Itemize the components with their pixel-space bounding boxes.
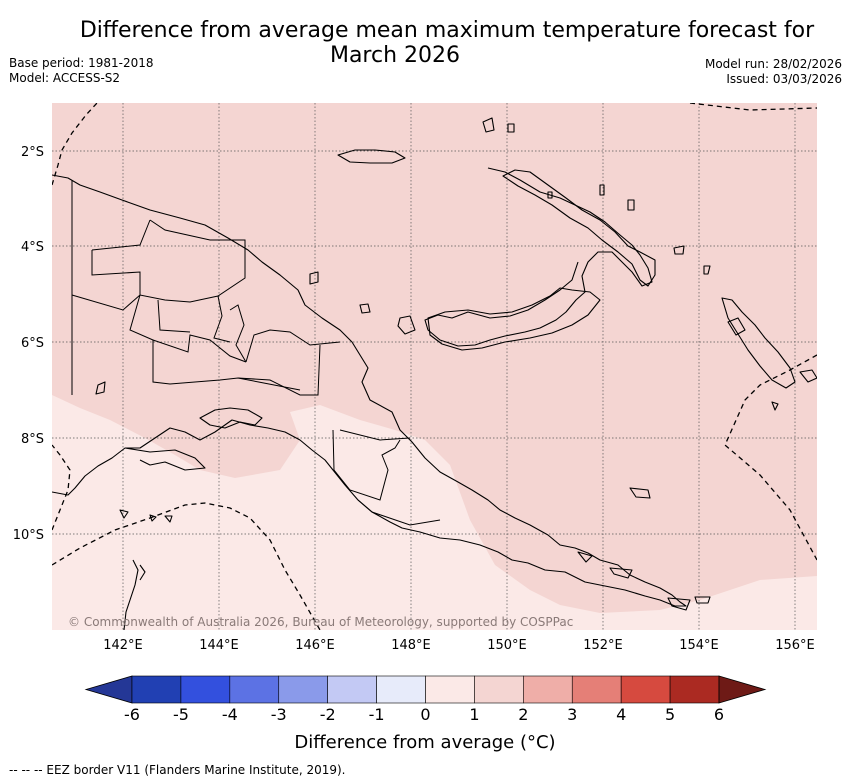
lon-label: 150°E [487,638,527,653]
colorbar-tick-label: -2 [320,705,336,724]
colorbar-tick-label: 4 [616,705,626,724]
colorbar-segment [620,675,671,704]
title-line-2: March 2026 [329,43,461,68]
lat-label: 8°S [21,432,44,447]
colorbar-tick-label: 3 [567,705,577,724]
colorbar-segment [229,675,280,704]
colorbar-tick-label: 2 [518,705,528,724]
colorbar-tick-label: -1 [369,705,385,724]
colorbar-tick-label: 1 [469,705,479,724]
copyright-notice: © Commonwealth of Australia 2026, Bureau… [68,615,573,629]
model-run: Model run: 28/02/2026 [704,57,842,71]
title-line-1: Difference from average mean maximum tem… [79,18,815,43]
lon-label: 152°E [583,638,623,653]
colorbar-ticks: -6 -5 -4 -3 -2 -1 0 1 2 3 4 5 6 [124,705,724,724]
colorbar-title: Difference from average (°C) [294,732,556,753]
colorbar-segment [523,675,573,704]
lat-label: 2°S [21,145,44,160]
colorbar-tick-label: 0 [420,705,430,724]
colorbar-tick-label: -4 [222,705,238,724]
south-coast-detail [124,447,206,471]
colorbar-segment [376,675,426,704]
lat-label: 6°S [21,336,44,351]
latitude-axis: 2°S 4°S 6°S 8°S 10°S [13,145,44,543]
lon-label: 156°E [775,638,815,653]
map-title: Difference from average mean maximum tem… [0,18,850,68]
colorbar-segment [474,675,524,704]
base-period: Base period: 1981-2018 [9,56,154,70]
colorbar [84,675,767,704]
small-islands-north [482,117,635,211]
colorbar-extend-low [84,675,133,704]
colorbar-segment [131,675,182,704]
new-guinea-coast [52,174,687,607]
milne-islands [577,487,711,611]
eez-footnote: -- -- -- EEZ border V11 (Flanders Marine… [9,763,346,777]
colorbar-tick-label: 6 [714,705,724,724]
model-name: Model: ACCESS-S2 [9,71,121,85]
coastlines [52,117,817,630]
new-britain [427,287,601,351]
lon-label: 146°E [295,638,335,653]
north-coast-east [424,167,653,347]
eez-borders [52,103,817,630]
colorbar-tick-label: -3 [271,705,287,724]
lon-label: 144°E [199,638,239,653]
cape-york [123,559,146,630]
fly-river-delta [199,407,263,429]
anomaly-zone-high [52,103,817,613]
lat-label: 10°S [13,528,44,543]
new-ireland [502,169,656,287]
colorbar-segment [425,675,475,704]
colorbar-segment [278,675,328,704]
colorbar-segment [669,675,720,704]
lon-label: 142°E [103,638,143,653]
province-borders [71,180,441,526]
bougainville [721,297,796,389]
colorbar-segment [327,675,377,704]
colorbar-extend-high [718,675,767,704]
meta-left: Base period: 1981-2018 Model: ACCESS-S2 [9,56,154,86]
misc-islands [95,191,746,395]
solomon-islands [771,369,817,411]
colorbar-tick-label: -5 [173,705,189,724]
map-area: © Commonwealth of Australia 2026, Bureau… [52,103,817,630]
issued-date: Issued: 03/03/2026 [726,72,842,86]
colorbar-tick-label: 5 [665,705,675,724]
longitude-axis: 142°E 144°E 146°E 148°E 150°E 152°E 154°… [103,638,815,653]
lat-label: 4°S [21,240,44,255]
colorbar-segment [571,675,622,704]
colorbar-tick-label: -6 [124,705,140,724]
meta-right: Model run: 28/02/2026 Issued: 03/03/2026 [705,57,842,87]
graticule [52,103,817,630]
colorbar-segment [180,675,231,704]
lon-label: 154°E [679,638,719,653]
lon-label: 148°E [391,638,431,653]
manus-island [337,149,406,164]
